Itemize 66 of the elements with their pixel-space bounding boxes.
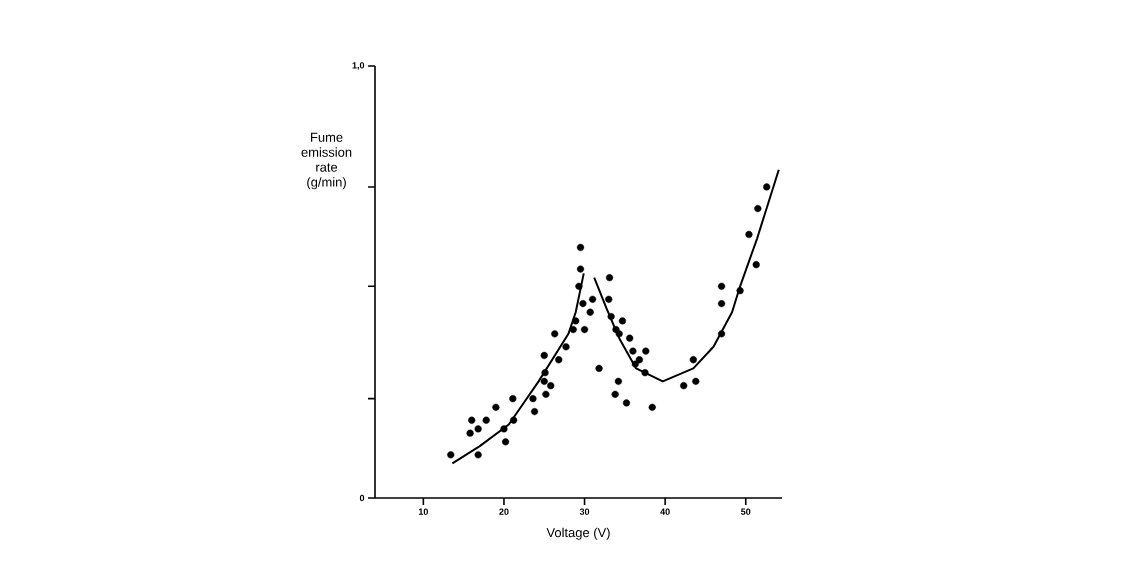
- point: [642, 347, 650, 355]
- point: [447, 451, 455, 459]
- x-tick-label: 50: [741, 508, 751, 515]
- point: [736, 287, 744, 295]
- x-tick-label: 30: [579, 508, 590, 515]
- point: [551, 330, 559, 338]
- point: [509, 395, 517, 403]
- point: [635, 356, 643, 364]
- y-axis-title: Fume emission rate (g/min): [301, 132, 352, 190]
- point: [586, 308, 594, 316]
- point: [529, 395, 537, 403]
- x-axis-title: Voltage (V): [546, 527, 610, 540]
- point: [614, 377, 622, 385]
- point: [474, 451, 482, 459]
- point: [717, 300, 726, 308]
- point: [466, 429, 474, 437]
- point: [752, 261, 760, 269]
- point: [680, 382, 688, 390]
- point: [692, 377, 700, 385]
- point: [626, 334, 634, 342]
- point: [595, 364, 603, 372]
- point: [510, 416, 518, 424]
- point: [572, 317, 580, 325]
- point: [641, 369, 649, 377]
- point: [542, 390, 550, 398]
- point: [575, 282, 583, 290]
- point: [569, 325, 577, 334]
- point: [605, 274, 614, 282]
- point: [562, 343, 570, 351]
- point: [482, 416, 490, 424]
- point: [607, 312, 615, 321]
- point: [689, 356, 697, 364]
- point: [579, 300, 587, 308]
- point: [618, 317, 627, 325]
- point: [611, 390, 619, 398]
- point: [501, 438, 510, 446]
- point: [605, 295, 613, 303]
- point: [580, 325, 589, 334]
- x-tick-label: 40: [660, 508, 670, 515]
- x-tick-label: 10: [418, 508, 428, 515]
- point: [555, 356, 563, 364]
- point: [717, 282, 726, 290]
- point: [576, 243, 585, 252]
- point: [540, 351, 548, 360]
- point: [468, 416, 476, 424]
- point: [474, 425, 482, 433]
- point: [541, 369, 549, 377]
- point: [754, 204, 762, 213]
- point: [648, 403, 656, 411]
- point: [717, 330, 726, 338]
- point: [629, 347, 637, 355]
- y-tick-label: 1,0: [352, 62, 365, 70]
- point: [576, 265, 585, 273]
- point: [745, 230, 753, 239]
- point: [615, 330, 623, 338]
- point: [540, 377, 548, 385]
- point: [547, 382, 555, 390]
- point: [622, 399, 631, 407]
- point: [492, 403, 500, 411]
- x-tick-label: 20: [499, 508, 509, 515]
- point: [763, 183, 771, 191]
- line-series: [593, 168, 780, 383]
- point: [500, 425, 508, 433]
- point: [531, 408, 539, 416]
- point: [589, 295, 597, 303]
- y-tick-label: 0: [359, 494, 365, 502]
